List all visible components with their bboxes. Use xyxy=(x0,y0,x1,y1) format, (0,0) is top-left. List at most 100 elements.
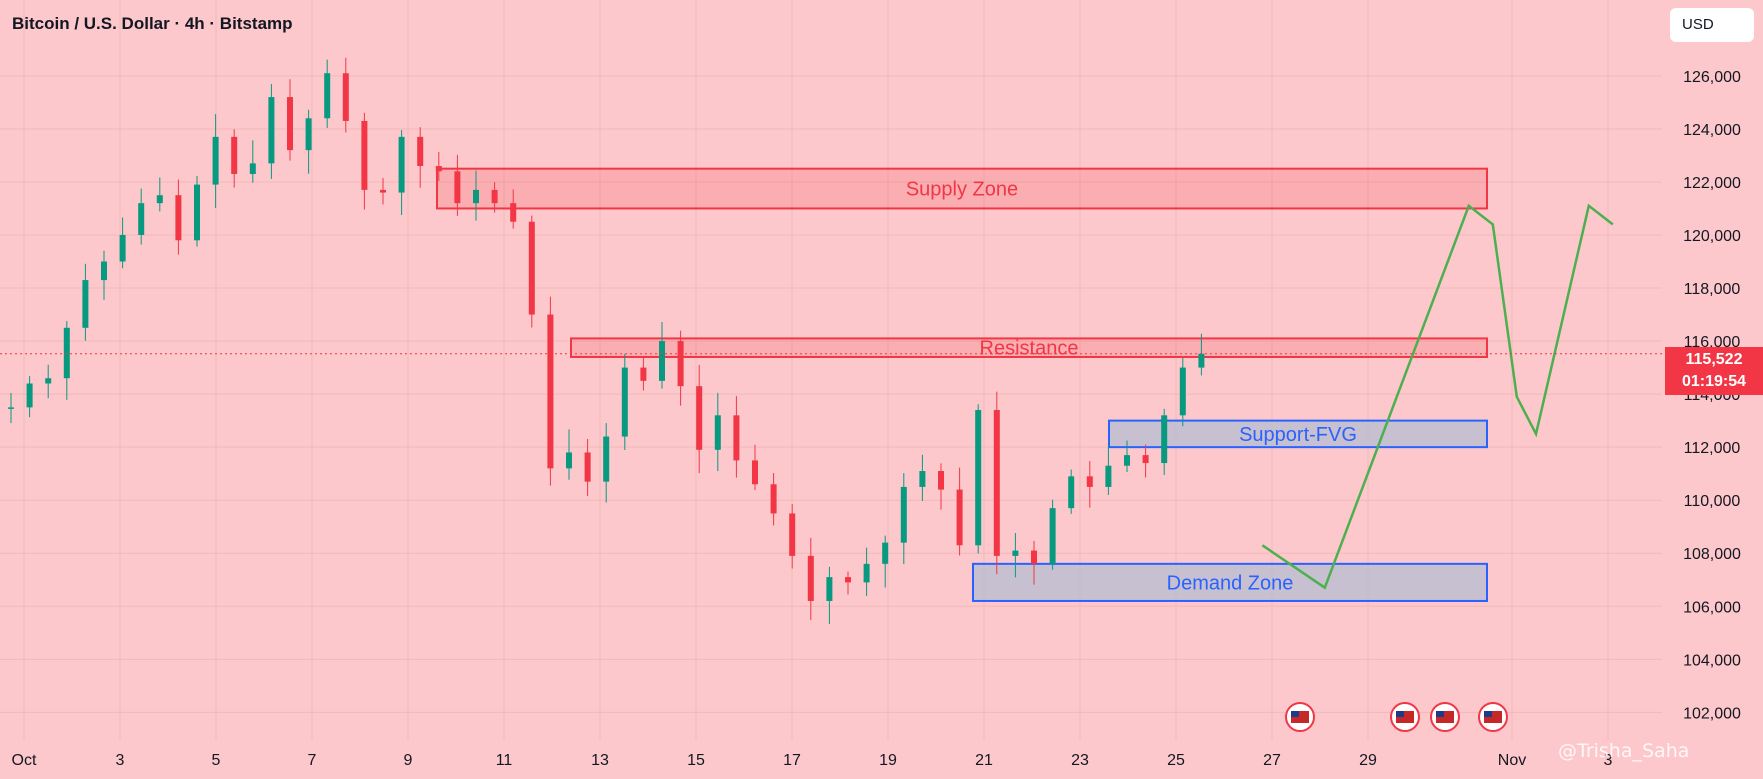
candle-body xyxy=(380,189,386,193)
zones-layer: Supply Zone Resistance Support-FVG Demand Z… xyxy=(436,167,1488,602)
x-tick-label: 27 xyxy=(1263,752,1281,769)
candle-body xyxy=(231,136,238,174)
x-tick-label: 15 xyxy=(687,752,705,769)
candle-body xyxy=(454,171,461,204)
candle-body xyxy=(8,407,14,409)
candle-body xyxy=(175,195,182,241)
zone-support-fvg xyxy=(1108,419,1488,449)
candle-body xyxy=(249,163,256,174)
x-tick-label: 13 xyxy=(591,752,609,769)
currency-button[interactable]: USD xyxy=(1670,8,1754,42)
candle-body xyxy=(1198,353,1205,368)
y-tick-label: 120,000 xyxy=(1683,228,1741,245)
candle-body xyxy=(491,189,498,204)
candle-body xyxy=(882,542,889,564)
candle-body xyxy=(566,452,572,469)
candle-body xyxy=(156,195,163,204)
x-tick-label: 3 xyxy=(116,752,125,769)
flag-canton-icon xyxy=(1291,711,1299,717)
x-axis[interactable]: Oct 3 5 7 9 11 13 15 17 19 21 23 25 27 29 Nov 3 xyxy=(12,752,1613,769)
candle-body xyxy=(900,486,907,543)
candle-body xyxy=(287,97,293,151)
candle-body xyxy=(993,410,1000,556)
candle-body xyxy=(584,452,591,482)
candle-body xyxy=(919,471,926,487)
events-layer[interactable] xyxy=(1285,702,1508,732)
zone-label: Supply Zone xyxy=(906,179,1018,201)
zone-supply-zone xyxy=(436,167,1488,210)
candle-body xyxy=(1031,550,1037,564)
candle-body xyxy=(547,314,554,469)
y-tick-label: 116,000 xyxy=(1684,334,1741,351)
zone-resistance xyxy=(570,337,1488,358)
candle-body xyxy=(938,471,944,490)
y-tick-label: 112,000 xyxy=(1684,440,1741,457)
candle-body xyxy=(268,97,275,164)
candle-body xyxy=(342,73,349,121)
candle-body xyxy=(659,341,665,381)
candle-body xyxy=(26,383,33,408)
zone-label: Demand Zone xyxy=(1167,572,1294,594)
candle-body xyxy=(45,378,52,384)
current-price-label: 115,522 01:19:54 xyxy=(1665,347,1763,395)
x-tick-label: 25 xyxy=(1167,752,1185,769)
candle-body xyxy=(826,577,833,601)
candle-body xyxy=(82,280,89,328)
candle-body xyxy=(603,436,610,482)
x-tick-label: 21 xyxy=(975,752,993,769)
y-tick-label: 102,000 xyxy=(1683,705,1741,722)
watermark: @Trisha_Saha xyxy=(1558,740,1690,762)
current-price-value: 115,522 xyxy=(1685,351,1743,368)
y-tick-label: 124,000 xyxy=(1683,122,1741,139)
candle-body xyxy=(714,415,721,450)
y-tick-label: 126,000 xyxy=(1683,69,1741,86)
candles-layer xyxy=(8,57,1205,625)
grid-lines xyxy=(0,0,1662,740)
x-tick-label: 23 xyxy=(1071,752,1089,769)
candle-body xyxy=(1049,508,1056,564)
candle-body xyxy=(1179,367,1186,416)
bar-countdown: 01:19:54 xyxy=(1681,373,1747,390)
candle-body xyxy=(845,577,851,583)
candle-body xyxy=(975,410,982,546)
candle-body xyxy=(101,261,107,281)
candle-body xyxy=(752,460,758,485)
y-tick-label: 108,000 xyxy=(1683,546,1741,563)
candle-body xyxy=(1161,415,1168,464)
candle-body xyxy=(510,203,517,222)
candle-body xyxy=(807,555,814,601)
x-tick-label: 9 xyxy=(404,752,413,769)
zone-label: Resistance xyxy=(980,338,1079,360)
candle-body xyxy=(789,513,796,556)
candle-body xyxy=(305,118,312,151)
y-axis[interactable]: 102,000 104,000 106,000 108,000 110,000 112,0… xyxy=(1683,69,1741,723)
x-tick-label: 19 xyxy=(879,752,897,769)
candle-body xyxy=(770,484,777,514)
candle-body xyxy=(119,234,126,262)
candle-body xyxy=(1068,476,1075,509)
x-tick-label: Oct xyxy=(12,752,37,769)
candle-body xyxy=(435,166,442,172)
candle-body xyxy=(696,386,703,450)
candle-body xyxy=(956,489,963,546)
candle-body xyxy=(63,327,70,379)
candle-body xyxy=(1086,476,1093,487)
candle-body xyxy=(1012,550,1019,556)
x-tick-label: Nov xyxy=(1498,752,1526,769)
x-tick-label: 3 xyxy=(1604,752,1613,769)
candle-body xyxy=(361,120,368,190)
flag-canton-icon xyxy=(1396,711,1404,717)
candle-body xyxy=(324,73,331,119)
zone-demand-zone xyxy=(972,562,1488,602)
candle-body xyxy=(417,136,424,167)
projection-arrow xyxy=(1261,203,1614,590)
candle-body xyxy=(138,203,145,235)
candle-body xyxy=(473,189,479,204)
candle-body xyxy=(1142,455,1149,464)
candle-body xyxy=(733,415,740,461)
candle-body xyxy=(677,341,684,387)
candle-body xyxy=(640,367,647,381)
candle-body xyxy=(1124,455,1130,466)
candle-body xyxy=(621,367,628,437)
